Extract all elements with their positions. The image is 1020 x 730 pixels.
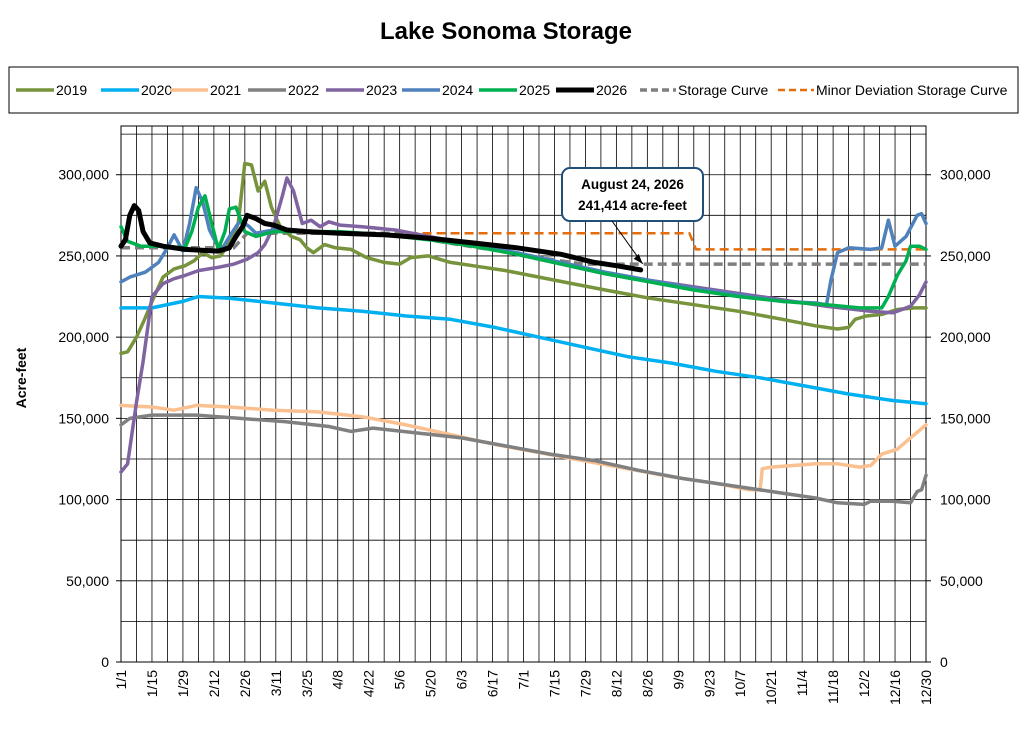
legend: 2019 2020 2021 2022 2023 2024 2025 2026 Storage … <box>8 66 1019 114</box>
legend-label: 2020 <box>141 82 172 98</box>
legend-label: Minor Deviation Storage Curve <box>816 82 1008 98</box>
y-tick-label-left: 150,000 <box>58 410 109 426</box>
x-tick-label: 7/15 <box>546 670 562 697</box>
series-line-minor-deviation-storage-curve <box>121 231 926 251</box>
x-tick-label: 8/26 <box>639 670 655 697</box>
series-line-2020 <box>119 294 928 406</box>
legend-label: 2023 <box>366 82 397 98</box>
y-tick-label-left: 200,000 <box>58 329 109 345</box>
y-tick-label-right: 100,000 <box>940 492 991 508</box>
y-tick-label-right: 50,000 <box>940 573 983 589</box>
x-tick-label: 10/21 <box>763 670 779 705</box>
x-tick-label: 1/1 <box>113 670 129 690</box>
series-line-2019 <box>119 161 928 356</box>
x-tick-label: 10/7 <box>732 670 748 697</box>
series-line-2026 <box>118 203 644 273</box>
callout-date: August 24, 2026 <box>581 177 684 192</box>
x-tick-label: 1/15 <box>144 670 160 697</box>
y-tick-label-left: 250,000 <box>58 248 109 264</box>
y-tick-label-left: 50,000 <box>66 573 109 589</box>
x-tick-label: 9/9 <box>670 670 686 690</box>
x-tick-label: 12/2 <box>856 670 872 697</box>
y-tick-label-left: 300,000 <box>58 167 109 183</box>
y-tick-label-right: 250,000 <box>940 248 991 264</box>
callout-box <box>561 167 704 222</box>
y-tick-label-right: 150,000 <box>940 410 991 426</box>
x-tick-label: 1/29 <box>175 670 191 697</box>
plot-area: August 24, 2026 241,414 acre-feet <box>118 125 928 663</box>
x-tick-label: 3/11 <box>268 670 284 696</box>
x-tick-label: 5/20 <box>423 670 439 697</box>
y-tick-label-left: 0 <box>101 654 109 670</box>
x-tick-label: 11/4 <box>794 670 810 696</box>
legend-label: 2026 <box>596 82 627 98</box>
legend-label: Storage Curve <box>678 82 768 98</box>
legend-label: 2021 <box>210 82 241 98</box>
x-tick-label: 6/17 <box>485 670 501 697</box>
x-tick-label: 9/23 <box>701 670 717 697</box>
y-tick-label-right: 0 <box>940 654 948 670</box>
x-tick-label: 11/18 <box>825 670 841 704</box>
y-tick-label-left: 100,000 <box>58 492 109 508</box>
chart-title: Lake Sonoma Storage <box>380 18 632 45</box>
x-tick-label: 12/16 <box>887 670 903 705</box>
x-tick-label: 4/8 <box>330 670 346 690</box>
legend-label: 2022 <box>288 82 319 98</box>
x-tick-label: 3/25 <box>299 670 315 697</box>
callout-arrowhead <box>633 253 643 264</box>
x-tick-label: 5/6 <box>392 670 408 690</box>
x-tick-label: 2/12 <box>206 670 222 697</box>
y-tick-label-right: 200,000 <box>940 329 991 345</box>
y-tick-label-right: 300,000 <box>940 167 991 183</box>
legend-label: 2019 <box>56 82 87 98</box>
legend-label: 2025 <box>519 82 550 98</box>
x-tick-label: 6/3 <box>454 670 470 690</box>
legend-label: 2024 <box>442 82 473 98</box>
x-tick-label: 12/30 <box>918 670 934 705</box>
x-tick-label: 2/26 <box>237 670 253 697</box>
x-tick-label: 7/1 <box>516 670 532 690</box>
callout-value: 241,414 acre-feet <box>578 198 687 213</box>
series-line-2022 <box>119 413 928 507</box>
y-axis-label: Acre-feet <box>13 347 29 408</box>
series-line-storage-curve <box>121 231 926 266</box>
x-tick-label: 4/22 <box>361 670 377 697</box>
x-tick-label: 7/29 <box>577 670 593 697</box>
x-tick-label: 8/12 <box>608 670 624 697</box>
